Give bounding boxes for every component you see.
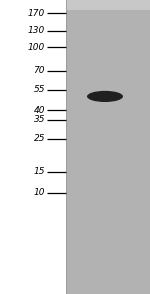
Ellipse shape — [87, 91, 123, 102]
Text: 130: 130 — [28, 26, 45, 35]
Text: 55: 55 — [33, 85, 45, 94]
Bar — [66, 0, 150, 294]
Bar — [66, 0, 150, 10]
Text: 70: 70 — [33, 66, 45, 75]
Text: 170: 170 — [28, 9, 45, 18]
Text: 100: 100 — [28, 43, 45, 51]
Text: 35: 35 — [33, 115, 45, 124]
Text: 40: 40 — [33, 106, 45, 115]
Text: 15: 15 — [33, 168, 45, 176]
Text: 10: 10 — [33, 188, 45, 197]
Text: 25: 25 — [33, 134, 45, 143]
